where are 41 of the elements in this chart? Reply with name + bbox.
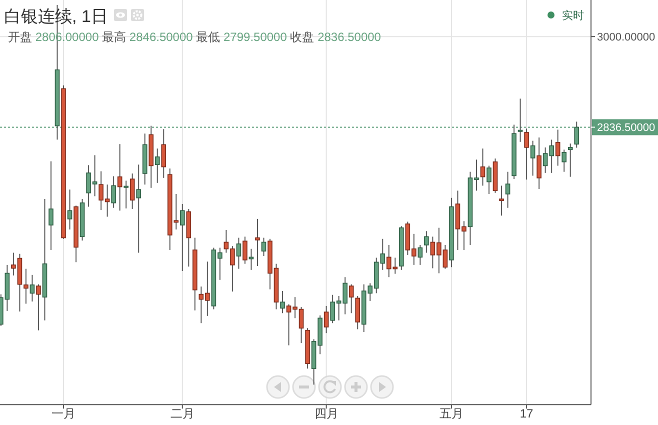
candlestick [530,140,536,176]
y-tick-label: 3000.00000 [597,32,656,44]
candlestick [324,305,329,334]
candlestick [524,128,529,180]
y-tick-label: 2836.50000 [597,122,656,134]
x-tick-label: 四月 [314,406,338,421]
candlestick [486,165,492,194]
candlestick [117,144,122,212]
candlestick [24,268,28,304]
candlestick [424,230,429,254]
candlestick [124,180,128,209]
candlestick [418,244,423,266]
candlestick [348,284,354,314]
candlestick [180,203,185,272]
x-tick-label: 五月 [439,406,464,421]
candlestick [555,129,560,166]
candlestick [499,185,504,216]
x-tick-label: 二月 [170,406,194,421]
candlestick [154,148,160,184]
candlestick [130,172,135,210]
candlestick [355,295,360,330]
candlestick [67,189,72,230]
candlestick [236,237,242,270]
x-tick-label: 17 [520,406,534,421]
candlestick [536,136,542,190]
candlestick [255,218,260,267]
candlestick [30,274,35,302]
candlestick [568,143,573,178]
candlestick [261,237,266,257]
candlestick [562,149,566,172]
candlestick [48,160,54,250]
candlestick [480,148,486,186]
candlestick [111,176,116,208]
candlestick [505,171,510,208]
candlestick [36,284,41,331]
candlestick [136,164,141,254]
candlestick [161,128,166,178]
annotation: 实时 [562,9,584,22]
x-tick-label: 一月 [52,406,76,421]
candlestick [242,236,248,264]
candlestick [280,290,285,314]
